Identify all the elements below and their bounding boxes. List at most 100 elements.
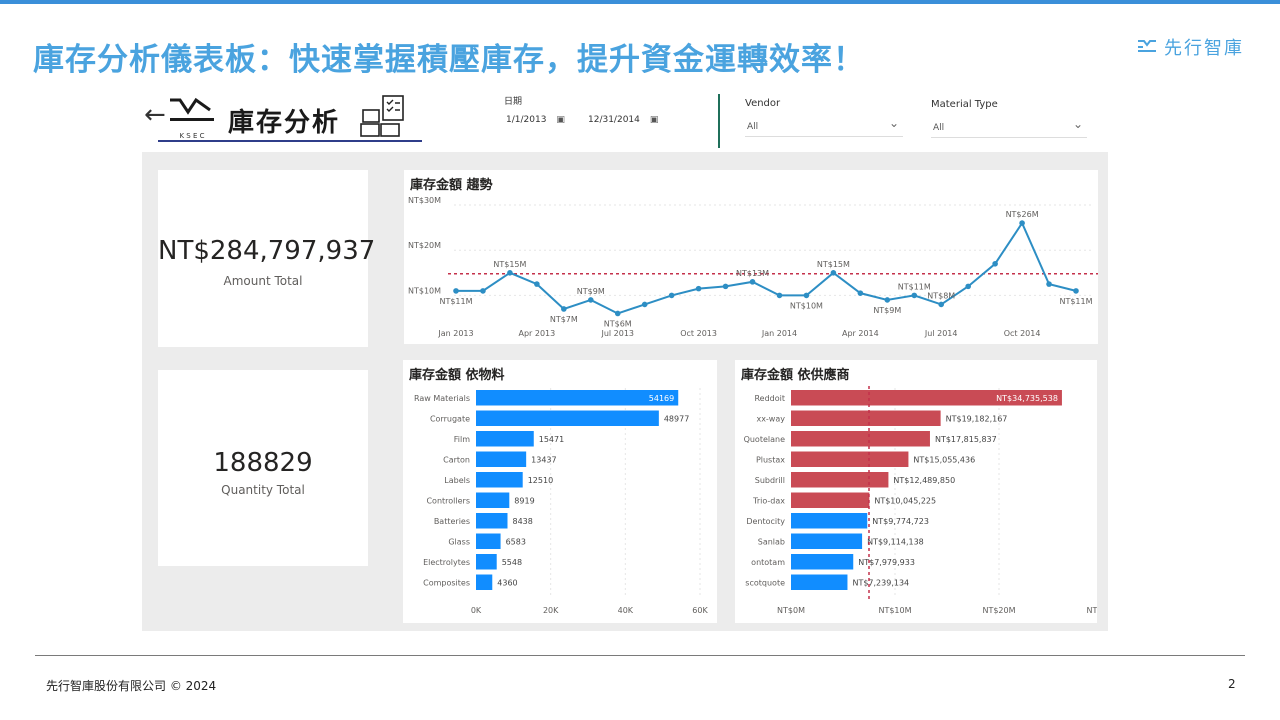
- data-label: NT$11M: [898, 282, 931, 291]
- bar: [476, 410, 659, 426]
- amount-total-value: NT$284,797,937: [158, 236, 376, 266]
- bar: [791, 410, 941, 426]
- top-accent-bar: [0, 0, 1280, 4]
- material-bar-chart: 0K 20K 40K 60K Raw Materials 54169 Corrugate 48…: [414, 388, 708, 615]
- bar: [791, 554, 854, 570]
- data-point: [992, 260, 998, 267]
- quantity-total-label: Quantity Total: [221, 483, 305, 497]
- trend-line: [456, 221, 1077, 315]
- material-dropdown-value: All: [933, 123, 945, 133]
- data-point: [803, 292, 810, 299]
- x-tick-label: Jan 2013: [437, 329, 473, 338]
- vendor-bar-chart-card[interactable]: 庫存金額 依供應商 NT$0M NT$10M NT$20M NT$30M Reddoit…: [735, 360, 1097, 623]
- data-label: NT$26M: [1006, 210, 1039, 219]
- category-label: Corrugate: [430, 414, 470, 423]
- category-label: Electrolytes: [423, 558, 470, 567]
- data-label: NT$11M: [439, 297, 472, 306]
- data-label: 4360: [497, 578, 517, 587]
- data-label: NT$15,055,436: [913, 455, 975, 464]
- vendor-chart-title: 庫存金額 依供應商: [741, 368, 850, 383]
- trend-line-chart: NT$10M NT$20M NT$30M Jan 2013 Apr 2013 Jul 20…: [408, 196, 1098, 338]
- data-point: [884, 297, 891, 303]
- date-from-value: 1/1/2013: [506, 115, 547, 125]
- category-label: Film: [454, 435, 470, 444]
- data-label: 12510: [528, 476, 553, 485]
- date-from-field[interactable]: 1/1/2013 ▣: [506, 110, 578, 130]
- quantity-total-card[interactable]: 188829 Quantity Total: [158, 370, 368, 566]
- date-to-value: 12/31/2014: [588, 115, 640, 125]
- title-underline: [158, 140, 422, 142]
- x-tick-label: Oct 2013: [680, 329, 717, 338]
- data-point: [749, 279, 756, 285]
- data-point: [587, 297, 594, 303]
- data-label: NT$9M: [873, 306, 901, 315]
- data-point: [668, 292, 675, 299]
- data-label: NT$9M: [577, 287, 605, 296]
- data-label: NT$17,815,837: [935, 435, 997, 444]
- data-point: [507, 270, 513, 276]
- material-chart-title: 庫存金額 依物料: [409, 368, 505, 383]
- x-tick-label: NT$20M: [982, 606, 1015, 615]
- logo-text: K S E C: [179, 132, 204, 140]
- data-label: NT$10M: [790, 301, 823, 310]
- data-point: [480, 288, 486, 294]
- data-label: NT$8M: [927, 291, 955, 300]
- bar: [791, 431, 930, 447]
- x-tick-label: Jul 2013: [600, 329, 634, 338]
- ksec-logo: K S E C: [170, 97, 214, 140]
- y-tick-label: NT$30M: [408, 196, 441, 205]
- data-label: 48977: [664, 414, 689, 423]
- data-label: NT$9,774,723: [872, 517, 929, 526]
- calendar-icon[interactable]: ▣: [649, 115, 659, 125]
- slide-title: 庫存分析儀表板：快速掌握積壓庫存，提升資金運轉效率！: [33, 42, 865, 78]
- date-to-field[interactable]: 12/31/2014 ▣: [588, 110, 666, 130]
- category-label: Carton: [443, 455, 470, 464]
- data-label: NT$10,045,225: [874, 496, 936, 505]
- category-label: Sanlab: [758, 537, 785, 546]
- chevron-down-icon[interactable]: ⌄: [888, 116, 899, 130]
- data-point: [641, 301, 648, 308]
- category-label: Batteries: [434, 517, 470, 526]
- arrow-left-icon[interactable]: ←: [144, 100, 166, 130]
- bar: [476, 451, 527, 467]
- x-tick-label: 20K: [543, 606, 559, 615]
- bar: [791, 492, 870, 508]
- data-label: 8919: [514, 496, 534, 505]
- x-tick-label: Jan 2014: [761, 329, 797, 338]
- category-label: Composites: [423, 578, 470, 587]
- brand-logo: 先行智庫: [1136, 34, 1244, 60]
- category-label: Reddoit: [754, 394, 785, 403]
- trend-chart-card[interactable]: 庫存金額 趨勢 NT$10M NT$20M NT$30M Jan 2013 Apr 20…: [404, 170, 1098, 344]
- calendar-icon[interactable]: ▣: [556, 115, 565, 125]
- x-tick-label: Oct 2014: [1004, 329, 1041, 338]
- data-label: NT$9,114,138: [867, 537, 924, 546]
- brand-name: 先行智庫: [1164, 38, 1244, 59]
- data-point: [965, 283, 971, 290]
- data-point: [857, 290, 864, 296]
- data-label: NT$6M: [604, 319, 632, 328]
- trend-chart-title: 庫存金額 趨勢: [410, 178, 493, 193]
- data-label: 13437: [531, 455, 556, 464]
- category-label: Trio-dax: [752, 496, 785, 505]
- data-label: NT$34,735,538: [996, 394, 1058, 403]
- category-label: Controllers: [426, 496, 470, 505]
- material-dropdown[interactable]: All ⌄: [931, 117, 1087, 138]
- x-tick-label: NT$10M: [878, 606, 911, 615]
- x-tick-label: 40K: [618, 606, 634, 615]
- vendor-dropdown-value: All: [747, 122, 759, 132]
- data-label: 15471: [539, 435, 564, 444]
- vendor-dropdown[interactable]: All ⌄: [745, 116, 903, 137]
- amount-total-label: Amount Total: [223, 274, 303, 288]
- category-label: Plustax: [756, 455, 785, 464]
- bar: [791, 390, 1062, 406]
- material-bar-chart-card[interactable]: 庫存金額 依物料 0K 20K 40K 60K Raw Materials 54169 Co…: [403, 360, 717, 623]
- data-point: [1073, 288, 1079, 294]
- data-label: NT$12,489,850: [893, 476, 955, 485]
- bar: [791, 533, 863, 549]
- amount-total-card[interactable]: NT$284,797,937 Amount Total: [158, 170, 376, 347]
- chevron-down-icon[interactable]: ⌄: [1072, 117, 1083, 131]
- bar: [476, 533, 501, 549]
- data-label: NT$7,239,134: [852, 578, 909, 587]
- material-slicer-label: Material Type: [931, 99, 998, 110]
- data-label: NT$19,182,167: [946, 414, 1008, 423]
